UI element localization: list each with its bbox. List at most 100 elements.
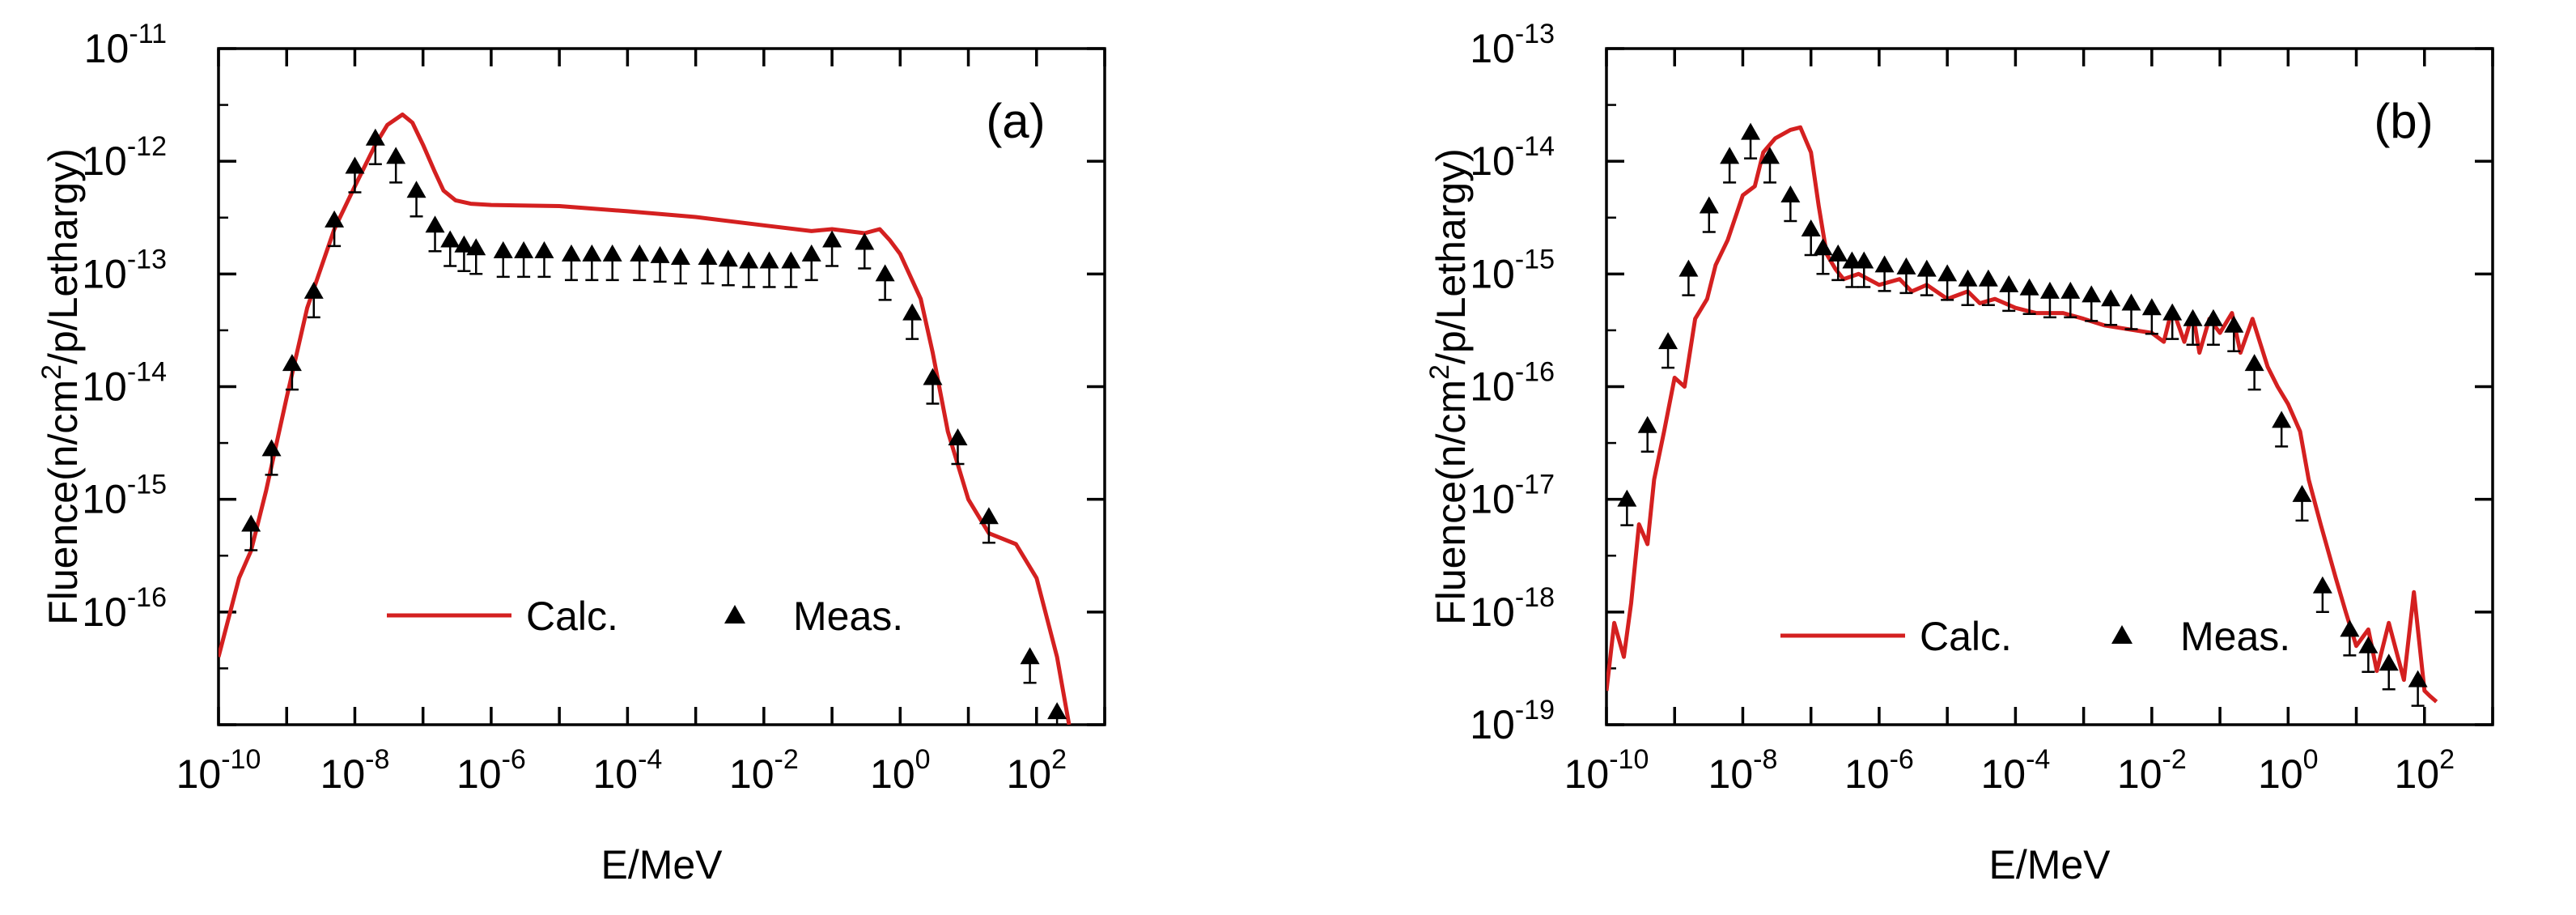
- calc-series-line: [219, 112, 1072, 725]
- meas-data-point: [1020, 647, 1040, 665]
- meas-data-point: [875, 264, 895, 282]
- x-tick-label: 102: [2394, 744, 2455, 797]
- meas-data-point: [1047, 702, 1067, 720]
- meas-data-point: [2162, 303, 2183, 321]
- meas-data-point: [514, 240, 534, 258]
- y-tick-label: 10-12: [82, 131, 167, 184]
- plot-area: [219, 112, 1072, 725]
- y-tick-label: 10-11: [84, 19, 167, 71]
- meas-data-point: [241, 514, 261, 532]
- meas-data-point: [1874, 255, 1895, 273]
- y-tick-label: 10-13: [82, 244, 167, 296]
- meas-data-point: [1801, 219, 1821, 236]
- legend-meas-swatch: [2111, 625, 2133, 644]
- meas-data-point: [801, 244, 821, 262]
- meas-data-point: [425, 215, 445, 233]
- meas-data-point: [440, 230, 460, 248]
- y-tick-label: 10-17: [1470, 470, 1555, 522]
- meas-data-point: [1658, 332, 1678, 350]
- meas-data-point: [630, 244, 650, 262]
- meas-data-point: [2272, 411, 2292, 428]
- x-tick-label: 100: [2258, 744, 2319, 797]
- meas-data-point: [978, 507, 999, 525]
- meas-data-point: [2292, 484, 2312, 502]
- meas-data-point: [1759, 147, 1780, 164]
- legend: Calc. Meas.: [1780, 614, 2290, 659]
- panel-label: (a): [986, 94, 1045, 148]
- y-tick-label: 10-18: [1470, 582, 1555, 635]
- y-tick-label: 10-15: [1470, 244, 1555, 296]
- meas-data-point: [1813, 238, 1833, 256]
- meas-data-point: [466, 238, 486, 256]
- meas-data-point: [2224, 315, 2244, 333]
- meas-data-point: [1720, 147, 1740, 164]
- panel-b: 10-10 10-8 10-6 10-4 10-2 100 102 10-19 10-18 10-…: [1424, 19, 2494, 887]
- y-tick-label: 10-16: [1470, 357, 1555, 410]
- meas-data-point: [2312, 576, 2332, 594]
- x-tick-label: 100: [870, 744, 931, 797]
- meas-data-point: [822, 230, 842, 248]
- meas-data-point: [1854, 251, 1874, 269]
- meas-data-point: [1780, 185, 1801, 203]
- meas-data-point: [325, 210, 345, 228]
- legend-calc-label: Calc.: [1920, 614, 2012, 659]
- meas-data-point: [2082, 285, 2102, 303]
- meas-data-point: [582, 244, 602, 262]
- meas-data-point: [1617, 489, 1637, 507]
- meas-data-point: [493, 240, 513, 258]
- meas-data-point: [2358, 636, 2379, 653]
- x-tick-label: 10-2: [729, 744, 799, 797]
- meas-data-point: [923, 368, 943, 385]
- x-tick-label: 102: [1006, 744, 1067, 797]
- meas-data-point: [1978, 269, 1998, 287]
- y-tick-label: 10-14: [1470, 131, 1555, 184]
- meas-data-point: [2203, 309, 2223, 326]
- meas-data-point: [1741, 122, 1761, 140]
- meas-data-point: [1999, 274, 2019, 292]
- x-tick-label: 10-4: [592, 744, 662, 797]
- y-axis-label: Fluence(n/cm2/p/Lethargy): [1424, 148, 1474, 625]
- meas-data-point: [948, 428, 968, 445]
- x-axis-label: E/MeV: [601, 842, 723, 887]
- meas-data-point: [1637, 415, 1657, 433]
- meas-data-point: [454, 235, 474, 253]
- x-tick-label: 10-4: [1980, 744, 2050, 797]
- meas-data-point: [1916, 259, 1937, 277]
- y-tick-label: 10-16: [82, 582, 167, 635]
- meas-data-point: [1678, 259, 1699, 277]
- meas-data-point: [1699, 196, 1719, 214]
- meas-data-point: [345, 156, 365, 174]
- meas-data-point: [2244, 354, 2264, 372]
- meas-data-point: [781, 251, 801, 269]
- x-tick-label: 10-8: [1708, 744, 1778, 797]
- x-tick-label: 10-6: [1844, 744, 1914, 797]
- legend-calc-label: Calc.: [526, 594, 618, 639]
- plot-frame: [217, 47, 1106, 726]
- meas-data-point: [2379, 653, 2399, 671]
- meas-data-point: [561, 244, 581, 262]
- meas-data-point: [2408, 670, 2428, 687]
- meas-data-point: [2060, 281, 2081, 299]
- y-tick-label: 10-19: [1470, 695, 1555, 747]
- x-tick-label: 10-10: [176, 744, 261, 797]
- meas-data-point: [2039, 281, 2060, 299]
- panel-label: (b): [2374, 94, 2433, 148]
- x-axis-label: E/MeV: [1988, 842, 2111, 887]
- meas-data-point: [1896, 257, 1916, 274]
- meas-data-point: [2340, 619, 2360, 637]
- y-tick-label: 10-15: [82, 470, 167, 522]
- meas-data-point: [282, 354, 302, 372]
- meas-data-point: [670, 247, 690, 265]
- meas-data-point: [650, 245, 670, 263]
- plot-area: [1606, 122, 2438, 707]
- meas-data-point: [759, 251, 779, 269]
- legend-meas-label: Meas.: [793, 594, 903, 639]
- x-tick-label: 10-2: [2117, 744, 2187, 797]
- meas-data-point: [2183, 309, 2203, 326]
- meas-data-point: [365, 128, 385, 146]
- x-tick-label: 10-10: [1564, 744, 1649, 797]
- meas-data-point: [534, 240, 554, 258]
- meas-data-point: [855, 232, 875, 250]
- x-tick-label: 10-6: [456, 744, 526, 797]
